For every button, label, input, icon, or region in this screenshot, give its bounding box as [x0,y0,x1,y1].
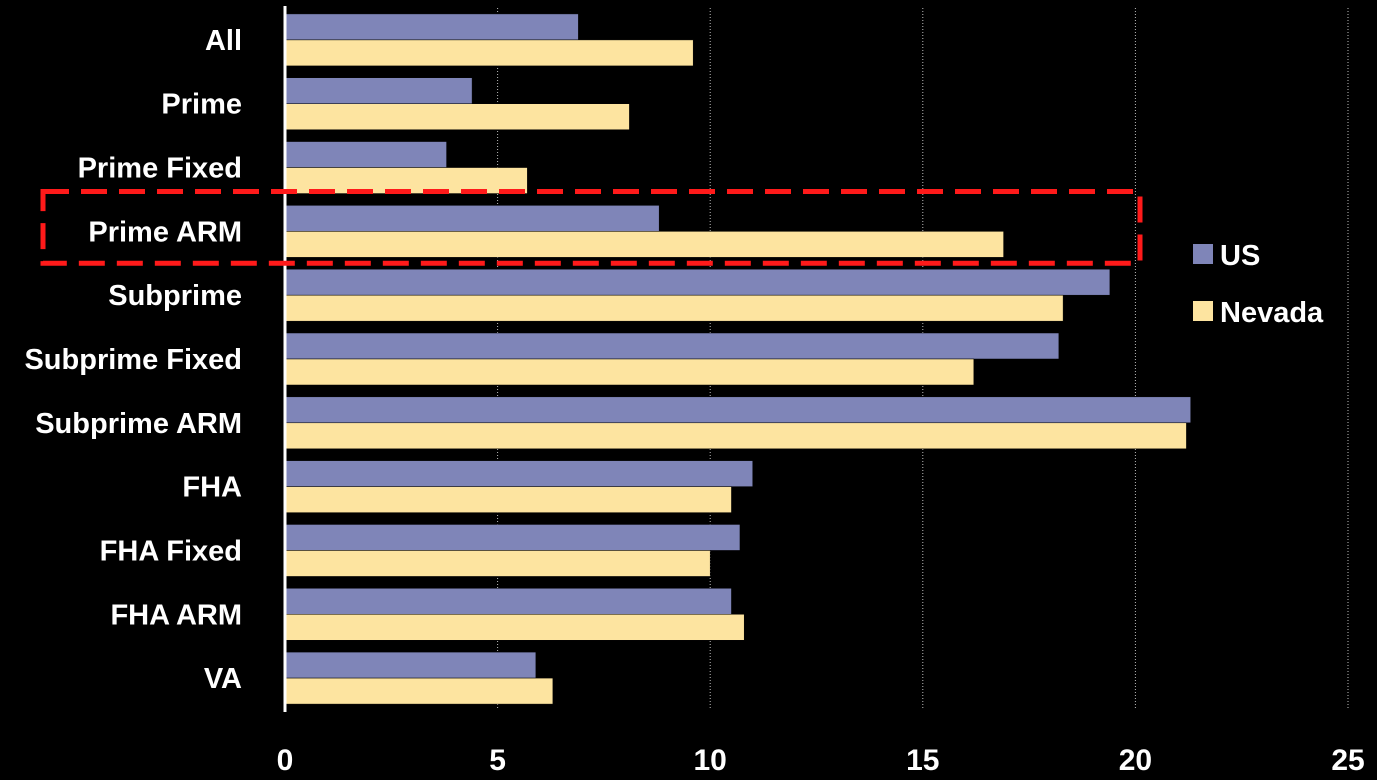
x-tick-label-0: 0 [277,744,294,777]
category-label-va: VA [204,663,242,695]
x-tick-label-5: 5 [489,744,506,777]
highlight-box-prime-arm [40,188,1143,266]
bar-us-subprime-fixed [284,332,1060,360]
legend-label-nevada: Nevada [1220,297,1324,329]
x-tick-label-25: 25 [1331,744,1364,777]
category-label-fha-arm: FHA ARM [110,599,242,631]
category-label-subprime-fixed: Subprime Fixed [24,344,242,376]
category-label-prime-arm: Prime ARM [88,216,242,248]
highlight-box [40,188,1143,266]
category-label-all: All [205,25,242,57]
bars [284,13,1191,705]
legend-swatch-nevada [1193,301,1213,321]
bar-us-prime-fixed [284,141,447,168]
bar-nevada-subprime [284,294,1064,322]
category-label-prime-fixed: Prime Fixed [78,153,242,185]
category-label-subprime-arm: Subprime ARM [35,408,242,440]
bar-us-subprime-arm [284,396,1191,424]
category-label-fha: FHA [182,472,242,504]
bar-us-va [284,651,537,679]
bar-us-all [284,13,579,41]
x-tick-label-10: 10 [694,744,727,777]
bar-nevada-fha [284,486,732,513]
category-label-subprime: Subprime [108,280,242,312]
x-tick-label-15: 15 [906,744,939,777]
legend-swatch-us [1193,244,1213,264]
category-label-fha-fixed: FHA Fixed [100,535,242,567]
bar-nevada-prime-arm [284,231,1004,258]
category-labels: All Prime Prime Fixed Prime ARM Subprime Subp… [24,25,242,695]
bar-nevada-va [284,677,554,705]
bar-us-prime-arm [284,205,660,232]
legend: US Nevada [1193,240,1324,329]
bar-us-subprime [284,268,1111,296]
bar-nevada-all [284,39,694,67]
bar-nevada-prime [284,103,630,130]
bar-us-fha-fixed [284,524,741,551]
x-tick-labels: 0 5 10 15 20 25 [277,744,1365,777]
bar-nevada-subprime-fixed [284,358,975,386]
bar-nevada-fha-fixed [284,550,711,577]
category-label-prime: Prime [161,89,242,121]
bar-nevada-fha-arm [284,614,745,641]
bar-us-fha-arm [284,588,732,615]
x-tick-label-20: 20 [1119,744,1152,777]
bar-us-fha [284,460,753,487]
bar-nevada-subprime-arm [284,422,1187,450]
bar-us-prime [284,77,473,104]
legend-label-us: US [1220,240,1260,272]
